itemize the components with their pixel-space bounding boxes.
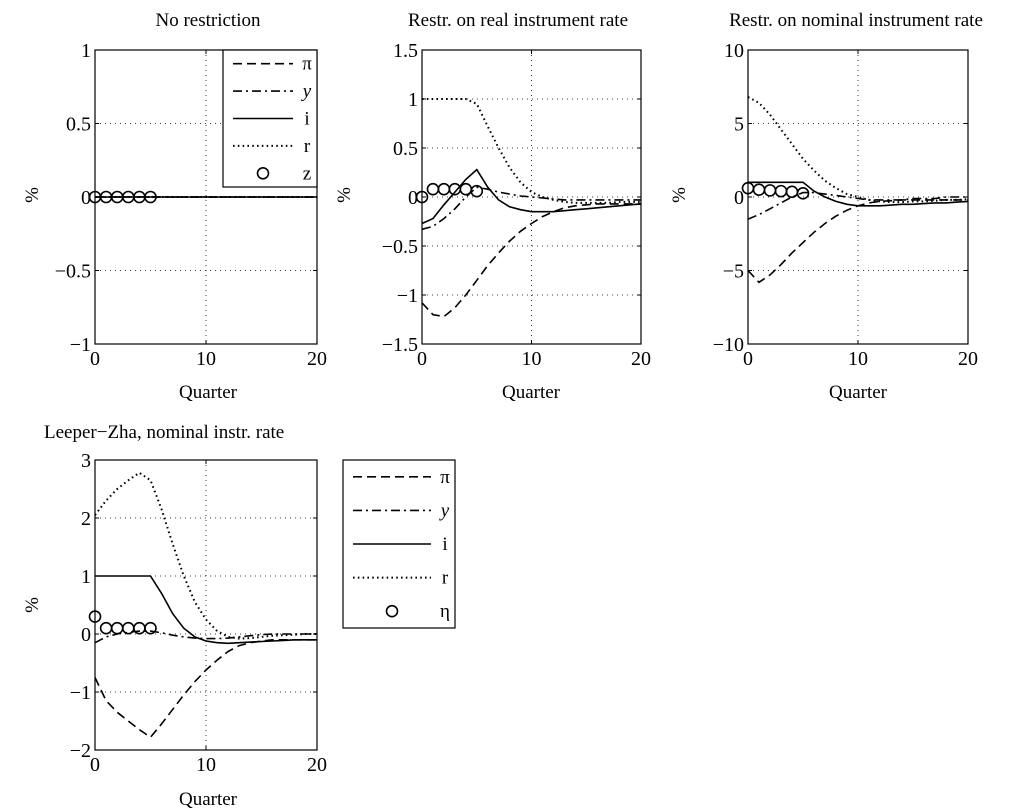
legend-label: y bbox=[301, 81, 312, 102]
y-tick-label: −1.5 bbox=[382, 334, 418, 356]
series-line-dashed bbox=[421, 203, 641, 318]
y-tick-label: −2 bbox=[70, 740, 91, 762]
x-tick-label: 20 bbox=[631, 348, 651, 370]
plot-area: 0 10 20 −1.5 −1 −0.5 0 0.5 1 1.5 bbox=[382, 40, 651, 370]
panel-no-restriction: No restriction Quarter % 0 10 20 −1 −0.5 0 0.5… bbox=[22, 10, 327, 403]
y-axis-label: % bbox=[334, 187, 355, 203]
marker-point bbox=[470, 184, 484, 198]
panel-nominal-instrument-rate: Restr. on nominal instrument rate Quarte… bbox=[669, 10, 983, 403]
legend-label: y bbox=[439, 500, 450, 521]
y-tick-label: −1 bbox=[397, 285, 418, 307]
y-tick-label: 0 bbox=[81, 187, 91, 209]
y-tick-label: 0 bbox=[408, 187, 418, 209]
series-line-solid bbox=[421, 168, 642, 225]
y-tick-label: −0.5 bbox=[382, 236, 418, 258]
x-tick-label: 0 bbox=[417, 348, 427, 370]
y-tick-label: 2 bbox=[81, 508, 91, 530]
x-tick-label: 10 bbox=[522, 348, 542, 370]
y-tick-label: 0 bbox=[734, 187, 744, 209]
y-axis-label: % bbox=[22, 597, 43, 613]
x-tick-label: 10 bbox=[848, 348, 868, 370]
legend-label: z bbox=[303, 163, 311, 184]
legend-label: π bbox=[302, 54, 312, 75]
marker-point bbox=[144, 190, 157, 204]
y-tick-label: 3 bbox=[81, 450, 91, 472]
y-tick-label: 0 bbox=[81, 624, 91, 646]
x-tick-label: 0 bbox=[743, 348, 753, 370]
legend-label: r bbox=[304, 136, 311, 157]
y-tick-label: 1 bbox=[81, 566, 91, 588]
y-tick-label: −1 bbox=[70, 682, 91, 704]
y-tick-label: −1 bbox=[70, 334, 91, 356]
series-line-dotted bbox=[747, 96, 969, 204]
marker-point bbox=[144, 621, 157, 635]
series-line-solid bbox=[748, 181, 969, 207]
x-tick-label: 0 bbox=[90, 754, 100, 776]
y-tick-label: 0.5 bbox=[66, 114, 91, 136]
y-axis-label: % bbox=[669, 187, 690, 203]
panel-title: Restr. on real instrument rate bbox=[408, 10, 628, 31]
y-tick-label: 10 bbox=[724, 40, 744, 62]
x-axis-label: Quarter bbox=[179, 382, 238, 403]
panel-title: No restriction bbox=[155, 10, 261, 31]
legend-label: i bbox=[442, 534, 447, 555]
x-tick-label: 10 bbox=[196, 754, 216, 776]
legend-label: r bbox=[442, 568, 449, 589]
y-tick-label: −5 bbox=[723, 261, 744, 283]
legend-swatch-circle bbox=[256, 167, 270, 180]
legend-label: i bbox=[304, 109, 309, 130]
x-tick-label: 20 bbox=[307, 348, 327, 370]
panel-real-instrument-rate: Restr. on real instrument rate Quarter %… bbox=[334, 10, 651, 403]
legend-label: π bbox=[440, 467, 450, 488]
series-line-dotted bbox=[94, 471, 317, 640]
legend-label: η bbox=[440, 601, 450, 622]
y-tick-label: −10 bbox=[713, 334, 744, 356]
y-tick-label: −0.5 bbox=[55, 261, 91, 283]
x-axis-label: Quarter bbox=[502, 382, 561, 403]
y-tick-label: 1 bbox=[408, 89, 418, 111]
x-tick-label: 10 bbox=[196, 348, 216, 370]
y-tick-label: 1 bbox=[81, 40, 91, 62]
marker-point bbox=[796, 187, 810, 200]
y-axis-label: % bbox=[22, 187, 43, 203]
x-axis-label: Quarter bbox=[179, 789, 238, 810]
y-tick-label: 0.5 bbox=[393, 138, 418, 160]
y-tick-label: 5 bbox=[734, 114, 744, 136]
legend-swatch-circle bbox=[385, 604, 399, 618]
series-line-dashdot bbox=[747, 191, 968, 220]
plot-area: 0 10 20 −10 −5 0 5 10 bbox=[713, 40, 978, 370]
panel-title: Leeper−Zha, nominal instr. rate bbox=[44, 422, 284, 443]
panel-title: Restr. on nominal instrument rate bbox=[729, 10, 983, 31]
y-tick-label: 1.5 bbox=[393, 40, 418, 62]
x-tick-label: 0 bbox=[90, 348, 100, 370]
series-line-solid bbox=[95, 575, 317, 645]
plot-background bbox=[422, 50, 641, 344]
series-line-dashdot bbox=[421, 186, 641, 231]
x-tick-label: 20 bbox=[307, 754, 327, 776]
x-axis-label: Quarter bbox=[829, 382, 888, 403]
panel-leeper-zha: Leeper−Zha, nominal instr. rate Quarter … bbox=[22, 422, 456, 810]
x-tick-label: 20 bbox=[958, 348, 978, 370]
